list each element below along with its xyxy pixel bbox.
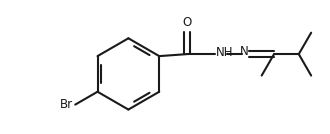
Text: N: N	[240, 45, 249, 58]
Text: Br: Br	[60, 98, 73, 111]
Text: O: O	[182, 16, 192, 29]
Text: NH: NH	[215, 46, 233, 59]
